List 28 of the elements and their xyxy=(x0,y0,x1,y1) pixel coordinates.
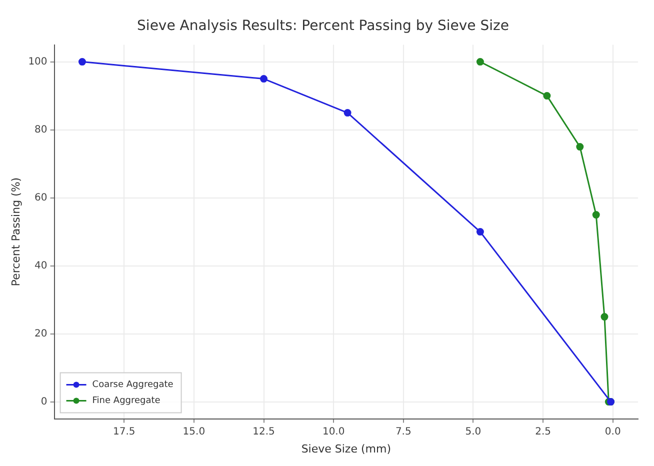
legend-label: Fine Aggregate xyxy=(92,396,161,406)
y-tick-label: 0 xyxy=(40,396,48,408)
y-tick-label: 40 xyxy=(34,260,48,272)
x-tick-label: 5.0 xyxy=(465,426,482,438)
x-tick-label: 12.5 xyxy=(252,426,275,438)
y-tick-label: 100 xyxy=(28,56,48,68)
chart-title: Sieve Analysis Results: Percent Passing by Sieve Size xyxy=(137,18,509,34)
x-tick-label: 2.5 xyxy=(535,426,551,438)
point xyxy=(543,92,551,100)
y-tick-label: 60 xyxy=(34,192,48,204)
y-axis-title: Percent Passing (%) xyxy=(9,177,22,286)
point xyxy=(344,109,352,117)
point xyxy=(600,313,608,321)
x-tick-label: 17.5 xyxy=(112,426,136,438)
point xyxy=(476,58,484,66)
y-tick-label: 20 xyxy=(34,328,48,340)
x-tick-label: 10.0 xyxy=(322,426,345,438)
x-tick-label: 15.0 xyxy=(182,426,206,438)
point xyxy=(78,58,86,66)
y-tick-label: 80 xyxy=(34,124,48,136)
point xyxy=(576,143,584,151)
x-tick-label: 0.0 xyxy=(604,426,621,438)
point xyxy=(260,75,268,83)
point xyxy=(592,211,600,219)
x-tick-label: 7.5 xyxy=(395,426,412,438)
x-axis-title: Sieve Size (mm) xyxy=(301,442,391,456)
point xyxy=(476,228,484,236)
legend-label: Coarse Aggregate xyxy=(92,380,174,390)
